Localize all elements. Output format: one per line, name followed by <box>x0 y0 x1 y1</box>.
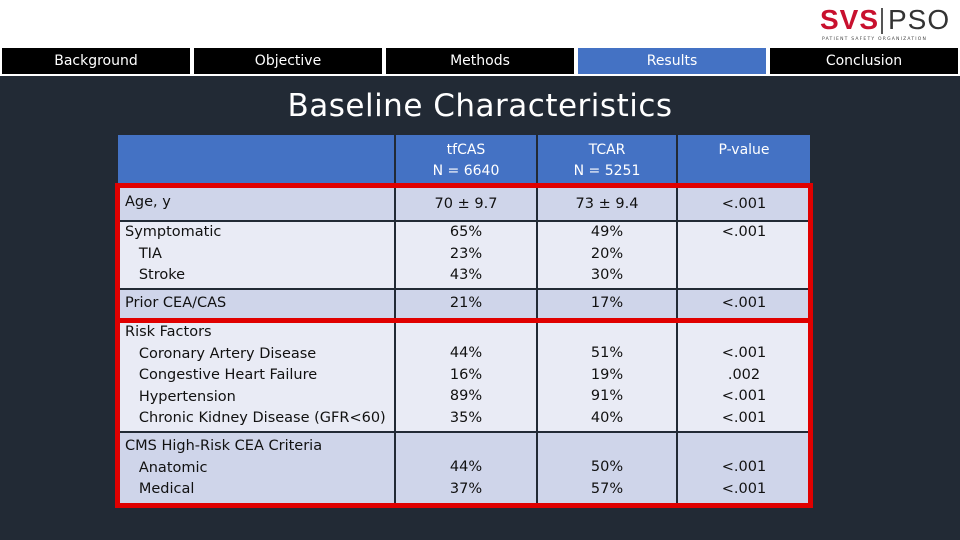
header-label-cell <box>118 135 394 185</box>
row-prior-tfcas: 21% <box>396 290 536 319</box>
section-nav: Background Objective Methods Results Con… <box>0 46 960 76</box>
slide-title: Baseline Characteristics <box>287 88 673 124</box>
row-age-tcar: 73 ± 9.4 <box>538 187 676 220</box>
row-symptomatic-tfcas: 65% 23% 43% <box>396 222 536 288</box>
logo-pso-text: PSO <box>888 4 951 35</box>
tab-conclusion[interactable]: Conclusion <box>770 48 958 74</box>
logo-svs-text: SVS <box>820 4 880 35</box>
row-cms-tfcas: 44% 37% <box>396 433 536 505</box>
row-symptomatic-tcar: 49% 20% 30% <box>538 222 676 288</box>
header-pvalue: P-value <box>678 135 810 185</box>
highlight-box-upper <box>115 183 813 323</box>
row-prior-label: Prior CEA/CAS <box>118 290 394 319</box>
tab-results[interactable]: Results <box>578 48 766 74</box>
row-age-label: Age, y <box>118 187 394 220</box>
tab-methods[interactable]: Methods <box>386 48 574 74</box>
row-symptomatic-label: Symptomatic TIA Stroke <box>118 222 394 288</box>
row-prior-pvalue: <.001 <box>678 290 810 319</box>
logo-tagline: PATIENT SAFETY ORGANIZATION <box>822 37 928 42</box>
row-riskfactors-tfcas: 44% 16% 89% 35% <box>396 321 536 431</box>
row-prior-tcar: 17% <box>538 290 676 319</box>
svs-pso-logo: SVS PSO PATIENT SAFETY ORGANIZATION <box>820 4 950 44</box>
row-riskfactors-tcar: 51% 19% 91% 40% <box>538 321 676 431</box>
row-cms-tcar: 50% 57% <box>538 433 676 505</box>
row-cms-label: CMS High-Risk CEA Criteria Anatomic Medi… <box>118 433 394 505</box>
header-tfcas: tfCAS N = 6640 <box>396 135 536 185</box>
top-bar: SVS PSO PATIENT SAFETY ORGANIZATION <box>0 0 960 46</box>
row-cms-pvalue: <.001 <.001 <box>678 433 810 505</box>
row-riskfactors-label: Risk Factors Coronary Artery Disease Con… <box>118 321 394 431</box>
baseline-table: tfCAS N = 6640 TCAR N = 5251 P-value Age… <box>118 135 810 505</box>
logo-divider <box>881 8 883 34</box>
highlight-box-lower <box>115 318 813 508</box>
row-riskfactors-pvalue: <.001 .002 <.001 <.001 <box>678 321 810 431</box>
row-symptomatic-pvalue: <.001 <box>678 222 810 288</box>
row-age-pvalue: <.001 <box>678 187 810 220</box>
tab-objective[interactable]: Objective <box>194 48 382 74</box>
row-age-tfcas: 70 ± 9.7 <box>396 187 536 220</box>
header-tcar: TCAR N = 5251 <box>538 135 676 185</box>
tab-background[interactable]: Background <box>2 48 190 74</box>
